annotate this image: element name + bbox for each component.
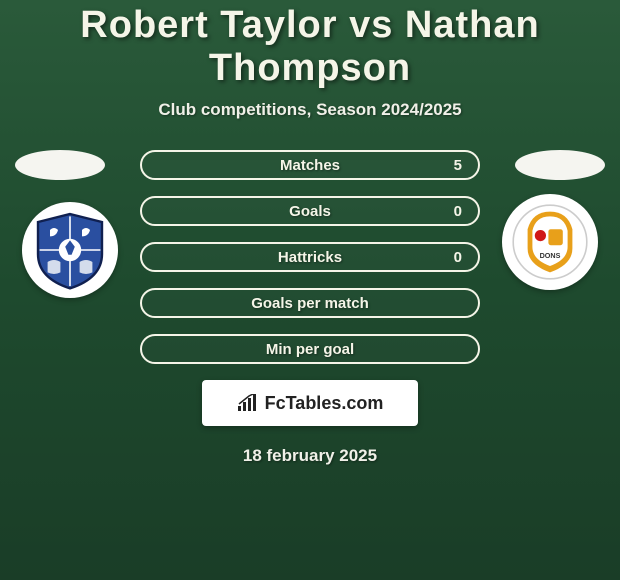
brand-text: FcTables.com	[265, 393, 384, 414]
brand-box: FcTables.com	[202, 380, 418, 426]
date-text: 18 february 2025	[0, 446, 620, 466]
stat-value: 0	[454, 203, 462, 220]
subtitle: Club competitions, Season 2024/2025	[0, 100, 620, 120]
chart-icon	[237, 394, 259, 412]
flag-right	[515, 150, 605, 180]
stat-label: Goals per match	[251, 295, 369, 312]
stat-label: Min per goal	[266, 341, 354, 358]
crest-left	[22, 202, 118, 298]
stat-label: Hattricks	[278, 249, 342, 266]
shield-icon	[30, 210, 110, 290]
crest-right: DONS	[502, 194, 598, 290]
flag-left	[15, 150, 105, 180]
comparison-content: DONS Matches 5 Goals 0 Hattricks 0 Goals…	[0, 150, 620, 466]
stat-row-hattricks: Hattricks 0	[140, 242, 480, 272]
badge-icon: DONS	[510, 202, 590, 282]
svg-text:DONS: DONS	[540, 251, 561, 260]
stat-row-min-per-goal: Min per goal	[140, 334, 480, 364]
stat-row-matches: Matches 5	[140, 150, 480, 180]
page-title: Robert Taylor vs Nathan Thompson	[0, 0, 620, 90]
stat-label: Goals	[289, 203, 331, 220]
stat-value: 0	[454, 249, 462, 266]
stat-row-goals-per-match: Goals per match	[140, 288, 480, 318]
stat-rows: Matches 5 Goals 0 Hattricks 0 Goals per …	[140, 150, 480, 364]
stat-row-goals: Goals 0	[140, 196, 480, 226]
stat-value: 5	[454, 157, 462, 174]
stat-label: Matches	[280, 157, 340, 174]
